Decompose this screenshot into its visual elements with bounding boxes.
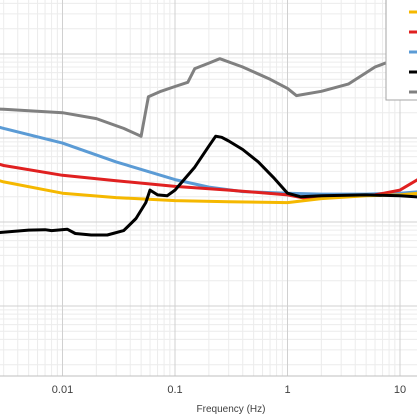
x-axis-title: Frequency (Hz) [197, 404, 266, 415]
x-tick-label: 0.01 [52, 384, 73, 396]
x-tick-label: 10 [394, 384, 406, 396]
minor-gridlines [0, 0, 417, 376]
series-line-5 [0, 134, 417, 237]
x-tick-label: 1 [284, 384, 290, 396]
x-tick-labels: 0.01 0.1 1 10 [52, 384, 406, 396]
x-tick-label: 0.1 [167, 384, 182, 396]
series-line-1 [0, 54, 417, 138]
legend [385, 0, 417, 101]
series-layer [0, 54, 417, 237]
legend-box [385, 0, 417, 101]
legend-entries [409, 10, 417, 94]
